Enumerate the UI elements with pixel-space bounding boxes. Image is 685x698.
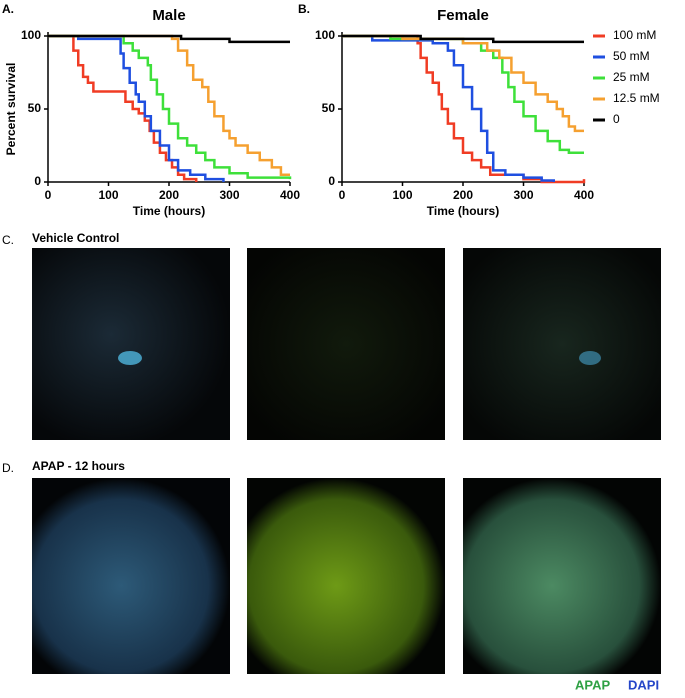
y-tick-label: 50	[28, 101, 42, 115]
footer-label: APAP	[575, 677, 610, 692]
survival-line	[48, 34, 292, 180]
x-tick-label: 0	[339, 188, 346, 202]
survival-line	[342, 34, 555, 182]
panel-label: B.	[298, 2, 310, 16]
chart-title: Male	[152, 7, 185, 24]
legend-label: 12.5 mM	[613, 91, 660, 105]
chart-title: Female	[437, 7, 489, 24]
image	[32, 478, 230, 674]
y-tick-label: 50	[322, 101, 336, 115]
survival-line	[342, 34, 584, 133]
x-tick-label: 400	[280, 188, 300, 202]
legend-label: 100 mM	[613, 28, 656, 42]
y-tick-label: 0	[34, 174, 41, 188]
x-tick-label: 100	[98, 188, 118, 202]
image	[463, 248, 661, 440]
survival-line	[342, 34, 586, 184]
x-tick-label: 400	[574, 188, 594, 202]
image	[247, 478, 445, 674]
survival-line	[48, 34, 290, 176]
panel-title: APAP - 12 hours	[32, 459, 125, 473]
legend-label: 50 mM	[613, 49, 650, 63]
charts: A. Male Percent survival Time (hours) 0 50 100…	[2, 2, 660, 218]
image-feature	[118, 351, 142, 365]
survival-line	[48, 34, 198, 182]
y-tick-label: 0	[328, 174, 335, 188]
image	[463, 478, 661, 674]
y-tick-label: 100	[21, 28, 41, 42]
panel-label: D.	[2, 461, 14, 475]
x-tick-label: 200	[159, 188, 179, 202]
survival-line	[48, 34, 290, 44]
panel-title: Vehicle Control	[32, 231, 119, 245]
x-tick-label: 0	[45, 188, 52, 202]
x-axis-label: Time (hours)	[133, 204, 205, 218]
legend-label: 25 mM	[613, 70, 650, 84]
image-feature	[579, 351, 601, 365]
x-tick-label: 300	[219, 188, 239, 202]
y-tick-label: 100	[315, 28, 335, 42]
x-tick-label: 100	[392, 188, 412, 202]
x-axis-label: Time (hours)	[427, 204, 499, 218]
image	[32, 248, 230, 440]
footer-label: DAPI	[628, 677, 659, 692]
survival-line	[48, 34, 225, 182]
x-tick-label: 200	[453, 188, 473, 202]
survival-line	[342, 34, 584, 44]
y-axis-label: Percent survival	[4, 63, 18, 156]
image	[247, 248, 445, 440]
x-tick-label: 300	[513, 188, 533, 202]
panel-label: A.	[2, 2, 14, 16]
legend-label: 0	[613, 112, 620, 126]
panel-label: C.	[2, 233, 14, 247]
